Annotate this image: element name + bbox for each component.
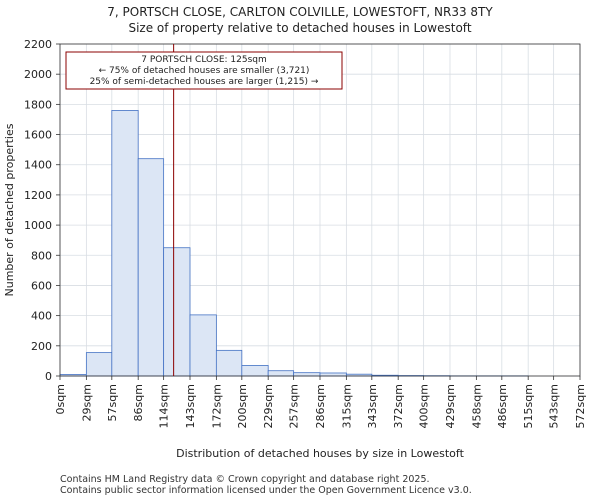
x-tick-label: 486sqm bbox=[496, 384, 509, 428]
x-axis-label: Distribution of detached houses by size … bbox=[176, 447, 464, 460]
footer-line-1: Contains HM Land Registry data © Crown c… bbox=[60, 474, 430, 485]
x-tick-label: 572sqm bbox=[574, 384, 587, 428]
histogram-bar bbox=[293, 372, 321, 377]
x-tick-label: 172sqm bbox=[210, 384, 223, 428]
x-tick-label: 86sqm bbox=[132, 384, 145, 421]
y-tick-label: 1000 bbox=[24, 219, 52, 232]
x-tick-label: 143sqm bbox=[184, 384, 197, 428]
y-tick-label: 0 bbox=[45, 370, 52, 383]
y-tick-label: 1400 bbox=[24, 159, 52, 172]
y-tick-label: 2000 bbox=[24, 68, 52, 81]
y-tick-label: 1600 bbox=[24, 129, 52, 142]
annotation-frame bbox=[65, 51, 343, 90]
x-tick-label: 515sqm bbox=[522, 384, 535, 428]
x-tick-label: 458sqm bbox=[470, 384, 483, 428]
x-tick-label: 114sqm bbox=[158, 384, 171, 428]
histogram-bar bbox=[163, 247, 191, 377]
histogram-bar bbox=[85, 352, 113, 377]
histogram-bar bbox=[215, 349, 243, 377]
axis-layer: 0 200 400 600 800 1000 1200 1400 1600 1800 2000 220… bbox=[24, 38, 587, 428]
y-tick-label: 2200 bbox=[24, 38, 52, 51]
x-tick-label: 343sqm bbox=[366, 384, 379, 428]
bars-layer bbox=[59, 110, 529, 377]
y-axis-label: Number of detached properties bbox=[3, 123, 16, 296]
x-tick-label: 229sqm bbox=[262, 384, 275, 428]
y-tick-label: 400 bbox=[31, 310, 52, 323]
histogram-bar bbox=[111, 110, 139, 377]
x-tick-label: 57sqm bbox=[106, 384, 119, 421]
y-tick-label: 1200 bbox=[24, 189, 52, 202]
x-tick-label: 29sqm bbox=[80, 384, 93, 421]
x-tick-label: 200sqm bbox=[236, 384, 249, 428]
annotation-line-1: 7 PORTSCH CLOSE: 125sqm bbox=[141, 55, 267, 65]
x-tick-label: 543sqm bbox=[548, 384, 561, 428]
y-tick-label: 800 bbox=[31, 249, 52, 262]
x-tick-label: 315sqm bbox=[340, 384, 353, 428]
y-tick-label: 600 bbox=[31, 279, 52, 292]
x-tick-label: 372sqm bbox=[392, 384, 405, 428]
histogram-bar bbox=[189, 314, 217, 377]
histogram-bar bbox=[137, 158, 165, 377]
footer-line-2: Contains public sector information licen… bbox=[60, 485, 472, 496]
y-tick-label: 200 bbox=[31, 340, 52, 353]
annotation-box: 7 PORTSCH CLOSE: 125sqm ← 75% of detache… bbox=[65, 51, 343, 90]
x-tick-label: 400sqm bbox=[418, 384, 431, 428]
histogram-bar bbox=[267, 370, 295, 377]
annotation-line-2: ← 75% of detached houses are smaller (3,… bbox=[99, 66, 310, 76]
chart-subtitle: Size of property relative to detached ho… bbox=[128, 21, 471, 35]
x-tick-label: 257sqm bbox=[288, 384, 301, 428]
x-tick-label: 429sqm bbox=[444, 384, 457, 428]
histogram-bar bbox=[241, 365, 269, 377]
histogram-bar bbox=[319, 372, 347, 377]
y-tick-label: 1800 bbox=[24, 98, 52, 111]
chart-title: 7, PORTSCH CLOSE, CARLTON COLVILLE, LOWE… bbox=[107, 5, 493, 19]
annotation-line-3: 25% of semi-detached houses are larger (… bbox=[90, 77, 319, 87]
x-tick-label: 286sqm bbox=[314, 384, 327, 428]
x-tick-label: 0sqm bbox=[54, 384, 67, 414]
